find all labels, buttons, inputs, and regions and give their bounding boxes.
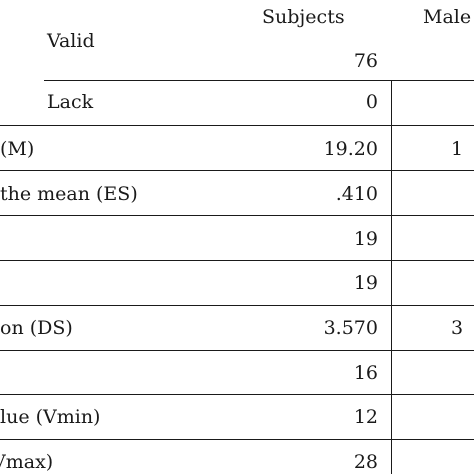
column-header-subjects: Subjects — [262, 6, 345, 28]
cell-lack-subjects: 0 — [365, 91, 378, 113]
cell-mean-males: 1 — [451, 138, 464, 160]
column-divider — [391, 125, 392, 474]
column-divider — [391, 80, 392, 125]
row-label-standard-deviation: on (DS) — [0, 317, 73, 339]
row-label-maximum-value: Vmax) — [0, 451, 54, 473]
cell-standard-deviation-males: 3 — [451, 317, 464, 339]
cell-standard-deviation-subjects: 3.570 — [323, 317, 378, 339]
row-divider — [44, 80, 474, 81]
cell-standard-error-subjects: .410 — [335, 183, 378, 205]
row-divider — [0, 394, 474, 395]
row-label-standard-error: the mean (ES) — [0, 183, 138, 205]
cell-mode-subjects: 19 — [353, 272, 378, 294]
row-divider — [0, 305, 474, 306]
row-label-valid: Valid — [47, 30, 95, 52]
column-header-males: Male — [423, 6, 472, 28]
row-divider — [0, 260, 474, 261]
cell-maximum-value-subjects: 28 — [353, 451, 378, 473]
row-label-mean: (M) — [0, 138, 35, 160]
cell-valid-subjects: 76 — [353, 50, 378, 72]
cell-minimum-value-subjects: 12 — [353, 406, 378, 428]
row-label-minimum-value: lue (Vmin) — [0, 406, 101, 428]
row-label-lack: Lack — [47, 91, 94, 113]
row-divider — [0, 215, 474, 216]
cell-median-subjects: 19 — [353, 228, 378, 250]
row-divider — [0, 350, 474, 351]
row-divider — [0, 170, 474, 171]
cell-mean-subjects: 19.20 — [323, 138, 378, 160]
cell-range-subjects: 16 — [353, 362, 378, 384]
row-divider — [0, 439, 474, 440]
row-divider — [0, 125, 474, 126]
